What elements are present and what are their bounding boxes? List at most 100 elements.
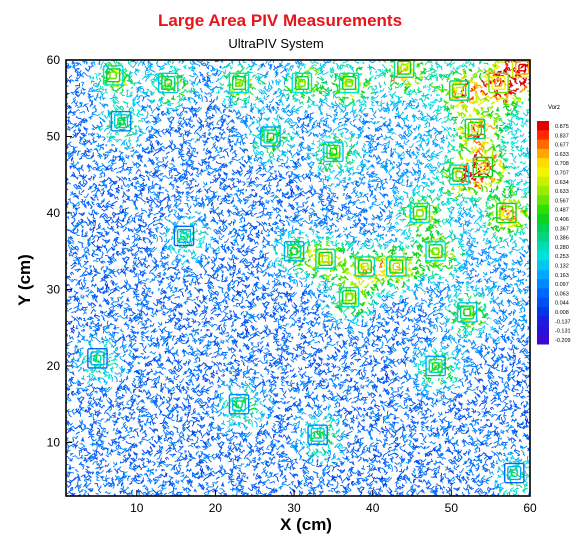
contour-segment bbox=[158, 104, 163, 110]
contour-segment bbox=[138, 193, 143, 197]
contour-segment bbox=[91, 201, 95, 206]
contour-segment bbox=[307, 105, 311, 109]
contour-segment bbox=[301, 62, 306, 69]
contour-segment bbox=[493, 169, 502, 176]
contour-segment bbox=[406, 192, 409, 198]
contour-segment bbox=[104, 148, 112, 154]
contour-segment bbox=[434, 131, 443, 139]
contour-segment bbox=[317, 282, 322, 289]
contour-segment bbox=[499, 245, 505, 249]
contour-segment bbox=[488, 105, 494, 110]
contour-segment bbox=[432, 306, 437, 311]
contour-segment bbox=[502, 141, 510, 145]
contour-segment bbox=[178, 103, 184, 108]
contour-segment bbox=[148, 174, 160, 179]
contour-segment bbox=[446, 73, 452, 78]
contour-segment bbox=[150, 144, 155, 150]
contour-segment bbox=[486, 110, 494, 119]
contour-segment bbox=[73, 165, 81, 175]
contour-segment bbox=[492, 63, 500, 71]
contour-segment bbox=[431, 138, 439, 142]
contour-segment bbox=[267, 272, 271, 277]
contour-segment bbox=[150, 81, 157, 89]
contour-segment bbox=[468, 112, 473, 119]
contour-segment bbox=[196, 138, 200, 142]
contour-segment bbox=[293, 173, 301, 178]
contour-segment bbox=[505, 92, 509, 100]
contour-segment bbox=[360, 90, 366, 94]
contour-segment bbox=[366, 164, 373, 171]
contour-segment bbox=[332, 124, 341, 133]
contour-segment bbox=[308, 146, 315, 150]
contour-segment bbox=[316, 230, 321, 234]
contour-segment bbox=[67, 125, 75, 129]
contour-segment bbox=[227, 140, 234, 144]
contour-segment bbox=[107, 190, 110, 195]
contour-segment bbox=[381, 317, 386, 321]
contour-segment bbox=[114, 147, 118, 151]
contour-segment bbox=[458, 143, 464, 152]
contour-segment bbox=[484, 181, 490, 185]
contour-segment bbox=[310, 239, 316, 243]
contour-segment bbox=[322, 184, 328, 189]
contour-segment bbox=[134, 149, 140, 154]
contour-segment bbox=[273, 291, 280, 302]
contour-segment bbox=[306, 161, 313, 168]
contour-segment bbox=[182, 180, 188, 185]
contour-segment bbox=[202, 132, 207, 137]
contour-segment bbox=[127, 177, 132, 182]
contour-segment bbox=[172, 143, 177, 148]
contour-segment bbox=[91, 226, 96, 233]
contour-segment bbox=[158, 209, 166, 217]
contour-segment bbox=[97, 60, 101, 65]
contour-segment bbox=[480, 258, 484, 263]
contour-segment bbox=[448, 96, 454, 101]
contour-segment bbox=[222, 266, 229, 271]
contour-segment bbox=[133, 227, 137, 232]
contour-segment bbox=[292, 261, 298, 266]
contour-segment bbox=[255, 127, 260, 132]
contour-segment bbox=[218, 200, 223, 206]
contour-segment bbox=[417, 286, 427, 293]
contour-segment bbox=[410, 97, 415, 104]
contour-segment bbox=[276, 188, 281, 193]
contour-segment bbox=[265, 228, 271, 234]
contour-segment bbox=[84, 60, 88, 65]
contour-segment bbox=[507, 108, 512, 112]
contour-segment bbox=[304, 127, 314, 134]
contour-segment bbox=[203, 261, 210, 272]
contour-segment bbox=[70, 264, 77, 270]
contour-segment bbox=[445, 158, 450, 164]
contour-segment bbox=[90, 196, 96, 201]
contour-segment bbox=[189, 108, 194, 113]
contour-segment bbox=[337, 216, 342, 221]
contour-segment bbox=[318, 158, 324, 165]
contour-segment bbox=[254, 96, 259, 101]
contour-segment bbox=[449, 82, 457, 88]
contour-segment bbox=[171, 67, 177, 72]
contour-segment bbox=[274, 170, 278, 174]
contour-segment bbox=[212, 296, 218, 301]
contour-segment bbox=[430, 181, 436, 186]
contour-segment bbox=[404, 161, 411, 167]
contour-segment bbox=[314, 321, 321, 326]
contour-segment bbox=[374, 76, 377, 80]
contour-segment bbox=[421, 185, 431, 192]
contour-segment bbox=[241, 272, 246, 276]
contour-segment bbox=[144, 245, 150, 252]
contour-segment bbox=[463, 196, 472, 201]
contour-segment bbox=[197, 171, 202, 176]
contour-segment bbox=[507, 268, 510, 271]
contour-segment bbox=[141, 207, 148, 213]
contour-segment bbox=[234, 206, 239, 212]
contour-segment bbox=[516, 277, 521, 282]
contour-segment bbox=[227, 267, 232, 272]
contour-segment bbox=[417, 89, 422, 94]
contour-segment bbox=[215, 95, 219, 101]
contour-segment bbox=[517, 262, 523, 267]
contour-segment bbox=[286, 143, 296, 149]
contour-segment bbox=[137, 120, 144, 123]
contour-segment bbox=[308, 329, 314, 336]
contour-segment bbox=[256, 297, 263, 302]
contour-segment bbox=[382, 64, 386, 70]
